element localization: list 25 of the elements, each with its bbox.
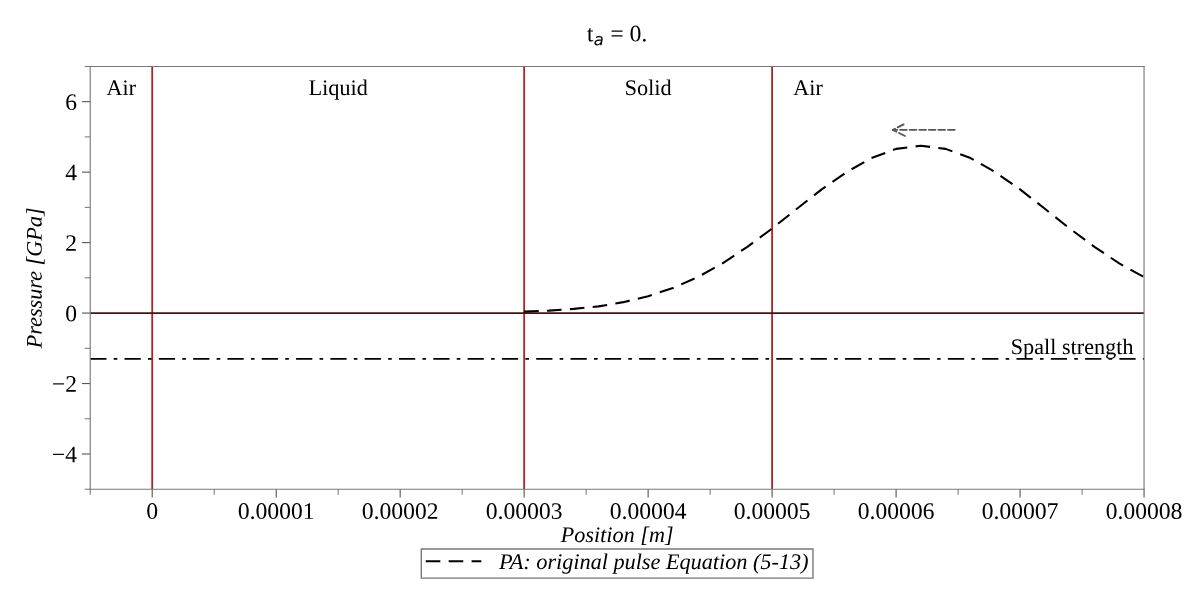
- ref-line-label: Spall strength: [1012, 338, 1134, 359]
- x-tick-label: 0.00008: [1106, 503, 1182, 520]
- x-tick-label: 0: [147, 503, 158, 520]
- line-series: [523, 144, 1145, 313]
- annotation: Solid: [626, 79, 672, 96]
- annotation: Air: [106, 80, 136, 96]
- x-tick-label: 0.00007: [982, 503, 1058, 520]
- y-tick-label: 0: [66, 305, 77, 322]
- annotation: Liquid: [309, 79, 368, 100]
- x-tick-label: 0.00001: [238, 503, 314, 520]
- y-tick-label: 4: [65, 164, 77, 181]
- y-tick-label: −2: [53, 376, 76, 392]
- x-axis-title: Position [m]: [560, 526, 673, 546]
- x-tick-label: 0.00006: [858, 503, 934, 520]
- x-tick-label: 0.00002: [362, 503, 438, 520]
- y-axis-title: Pressure [GPa]: [26, 208, 45, 349]
- x-tick-label: 0.00005: [734, 503, 810, 520]
- chart-title: t$_{a}$ = 0.: [587, 25, 646, 46]
- y-tick-label: −4: [53, 446, 77, 463]
- annotation: Air: [793, 80, 823, 96]
- x-tick-label: 0.00004: [610, 503, 687, 520]
- x-tick-label: 0.00003: [486, 503, 562, 520]
- y-tick-label: 2: [66, 235, 76, 251]
- y-tick-label: 6: [66, 94, 77, 111]
- legend-label: PA: original pulse Equation (5-13): [498, 553, 808, 574]
